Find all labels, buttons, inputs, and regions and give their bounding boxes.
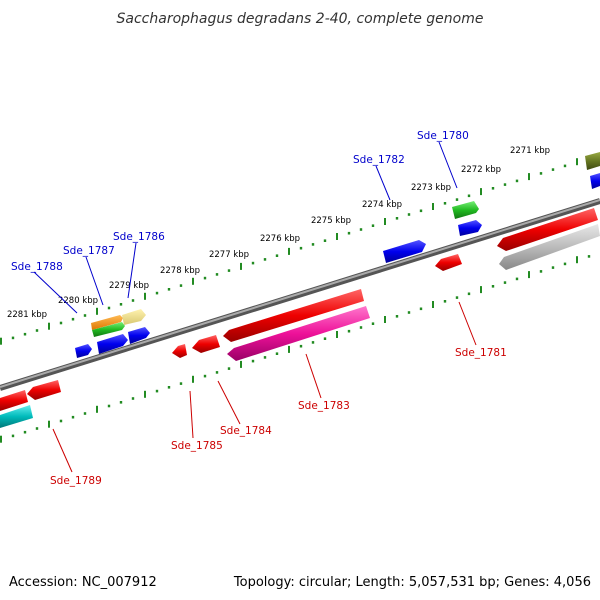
gene-feature[interactable]: [172, 344, 187, 358]
gene-label-sde-1784[interactable]: Sde_1784: [220, 425, 272, 437]
gene-feature[interactable]: [0, 405, 33, 428]
tick-label-2272: 2272 kbp: [461, 165, 501, 175]
gene-feature[interactable]: [122, 309, 146, 325]
tick-label-2280: 2280 kbp: [58, 296, 98, 306]
gene-label-sde-1785[interactable]: Sde_1785: [171, 440, 223, 452]
genome-backbone: [0, 198, 600, 391]
gene-label-sde-1786[interactable]: Sde_1786: [113, 231, 165, 243]
gene-label-sde-1783[interactable]: Sde_1783: [298, 400, 350, 412]
tick-label-2273: 2273 kbp: [411, 183, 451, 193]
tick-label-2277: 2277 kbp: [209, 250, 249, 260]
gene-label-sde-1789[interactable]: Sde_1789: [50, 475, 102, 487]
tick-labels: 2271 kbp 2272 kbp 2273 kbp 2274 kbp 2275…: [7, 146, 550, 320]
gene-feature[interactable]: [97, 334, 128, 354]
genome-summary-text: Topology: circular; Length: 5,057,531 bp…: [233, 575, 591, 590]
gene-feature[interactable]: [128, 327, 150, 344]
tick-label-2275: 2275 kbp: [311, 216, 351, 226]
gene-feature[interactable]: [458, 220, 482, 236]
tick-label-2274: 2274 kbp: [362, 200, 402, 210]
gene-feature[interactable]: [452, 201, 479, 219]
gene-feature[interactable]: [92, 322, 125, 337]
gene-feature[interactable]: [91, 315, 123, 330]
gene-feature[interactable]: [192, 335, 220, 353]
tick-label-2271: 2271 kbp: [510, 146, 550, 156]
gene-feature[interactable]: [497, 208, 598, 251]
gene-feature[interactable]: [0, 390, 28, 411]
gene-feature[interactable]: [435, 254, 462, 271]
gene-label-sde-1780[interactable]: Sde_1780: [417, 130, 469, 142]
tick-label-2279: 2279 kbp: [109, 281, 149, 291]
accession-text: Accession: NC_007912: [9, 575, 157, 590]
gene-label-sde-1781[interactable]: Sde_1781: [455, 347, 507, 359]
tick-label-2276: 2276 kbp: [260, 234, 300, 244]
chart-title: Saccharophagus degradans 2-40, complete …: [117, 11, 484, 27]
gene-feature[interactable]: [27, 380, 61, 400]
gene-labels: Sde_1780 Sde_1782 Sde_1786 Sde_1787 Sde_…: [11, 130, 507, 487]
gene-label-sde-1788[interactable]: Sde_1788: [11, 261, 63, 273]
reverse-strand-genes: [0, 208, 600, 428]
gene-label-sde-1782[interactable]: Sde_1782: [353, 154, 405, 166]
tick-label-2281: 2281 kbp: [7, 310, 47, 320]
gene-feature[interactable]: [590, 173, 600, 189]
gene-feature[interactable]: [499, 224, 600, 270]
tick-rows: [0, 157, 591, 443]
gene-feature[interactable]: [585, 152, 600, 170]
leader-lines: [33, 141, 477, 473]
forward-strand-genes: [75, 152, 600, 358]
gene-label-sde-1787[interactable]: Sde_1787: [63, 245, 115, 257]
gene-feature[interactable]: [383, 240, 426, 263]
gene-feature[interactable]: [227, 306, 370, 361]
tick-label-2278: 2278 kbp: [160, 266, 200, 276]
gene-feature[interactable]: [223, 289, 364, 342]
gene-feature[interactable]: [75, 344, 92, 358]
